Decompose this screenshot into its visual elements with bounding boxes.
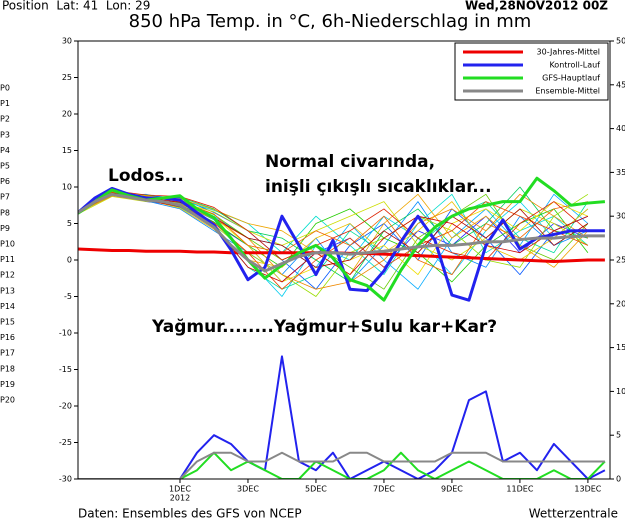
member-label: P2: [0, 115, 10, 124]
member-label: P6: [0, 177, 10, 186]
y2-tick-label: 35: [616, 168, 625, 177]
y-tick-label: -5: [64, 292, 72, 301]
plot-frame: [77, 40, 611, 480]
series-line: [78, 192, 605, 273]
member-label: P7: [0, 193, 10, 202]
y-tick-label: 30: [62, 37, 72, 46]
member-label: P17: [0, 349, 15, 358]
member-label: P3: [0, 130, 10, 139]
y2-tick-label: 30: [616, 212, 625, 221]
y2-tick-label: 25: [616, 256, 625, 265]
x-tick-label: 1DEC: [169, 485, 191, 494]
x-tick-label: 5DEC: [305, 485, 327, 494]
x-tick-label: 13DEC: [574, 485, 601, 494]
member-label: P10: [0, 240, 15, 249]
annotation: Lodos...: [108, 166, 184, 186]
y-tick-label: 15: [62, 146, 72, 155]
plot-area: [78, 176, 606, 479]
annotation: Yağmur........Yağmur+Sulu kar+Kar?: [151, 317, 497, 337]
y-tick-label: -30: [59, 475, 72, 484]
series-line: [78, 247, 605, 263]
y-tick-label: 10: [62, 183, 72, 192]
annotation: Normal civarında,: [265, 152, 435, 172]
y-tick-label: 20: [62, 110, 72, 119]
precip-line: [78, 451, 606, 479]
precip-line: [78, 451, 605, 479]
annotation: inişli çıkışlı sıcaklıklar...: [265, 177, 492, 197]
x-tick-label: 3DEC: [237, 485, 259, 494]
member-label: P20: [0, 396, 15, 405]
member-label: P5: [0, 162, 10, 171]
member-label: P15: [0, 318, 15, 327]
member-label: P8: [0, 208, 10, 217]
y-tick-label: 25: [62, 73, 72, 82]
y2-tick-label: 50: [616, 37, 625, 46]
chart-title: 850 hPa Temp. in °C, 6h-Niederschlag in …: [129, 11, 532, 32]
x-tick-label: 9DEC: [441, 485, 463, 494]
y2-tick-label: 40: [616, 124, 625, 133]
y2-tick-label: 15: [616, 343, 625, 352]
header-right: Wed,28NOV2012 00Z: [465, 0, 608, 13]
member-label: P1: [0, 99, 10, 108]
member-label: P9: [0, 224, 10, 233]
footer-right: Wetterzentrale: [529, 507, 618, 521]
y-tick-label: -25: [59, 438, 72, 447]
header-left: Position Lat: 41 Lon: 29: [2, 0, 150, 13]
member-label: P19: [0, 380, 15, 389]
member-label: P14: [0, 302, 15, 311]
member-label: P13: [0, 286, 15, 295]
x-year-label: 2012: [170, 494, 190, 503]
y-tick-label: -20: [59, 402, 72, 411]
member-label: P0: [0, 84, 10, 93]
precip-line: [78, 355, 606, 479]
y2-tick-label: 45: [616, 80, 625, 89]
member-label: P4: [0, 146, 10, 155]
y2-tick-label: 10: [616, 387, 625, 396]
y-tick-label: 5: [67, 219, 72, 228]
member-label: P18: [0, 364, 15, 373]
y2-tick-label: 5: [616, 431, 621, 440]
member-label: P12: [0, 271, 15, 280]
series-line: [78, 176, 606, 302]
legend-label: Kontroll-Lauf: [549, 61, 600, 70]
footer-left: Daten: Ensembles des GFS von NCEP: [78, 507, 302, 521]
y-tick-label: -15: [59, 365, 72, 374]
member-label: P11: [0, 255, 15, 264]
y-tick-label: 0: [67, 256, 72, 265]
y-tick-label: -10: [59, 329, 72, 338]
legend-label: 30-Jahres-Mittel: [537, 48, 600, 57]
member-label: P16: [0, 333, 15, 342]
x-tick-label: 11DEC: [506, 485, 533, 494]
y2-tick-label: 20: [616, 299, 625, 308]
x-tick-label: 7DEC: [373, 485, 395, 494]
y2-tick-label: 0: [616, 475, 621, 484]
legend-label: Ensemble-Mittel: [535, 87, 600, 96]
legend-label: GFS-Hauptlauf: [542, 74, 600, 83]
